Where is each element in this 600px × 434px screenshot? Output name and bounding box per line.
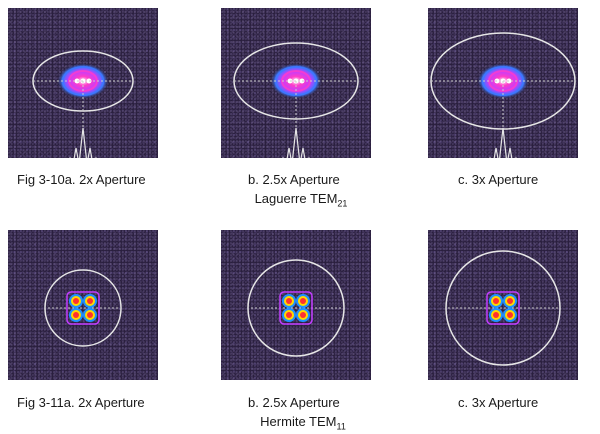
caption-fig-3-11a: Fig 3-11a. 2x Aperture [17, 395, 145, 410]
intensity-profile [69, 127, 97, 158]
hermite-2p5x-svg [247, 259, 345, 357]
subtitle-laguerre: Laguerre TEM21 [254, 191, 348, 209]
laguerre-2p5x-svg [233, 42, 359, 158]
hermite-3x-svg [445, 250, 561, 366]
caption-fig-3-10a: Fig 3-10a. 2x Aperture [17, 172, 146, 187]
caption-fig-3-10b: b. 2.5x Aperture [248, 172, 340, 187]
subtitle-hermite: Hermite TEM11 [260, 414, 346, 432]
aperture-ring [44, 269, 122, 347]
caption-fig-3-11c: c. 3x Aperture [458, 395, 539, 410]
hermite-2p5x-aperture-plot [221, 230, 371, 380]
caption-fig-3-11b: b. 2.5x Aperture [248, 395, 340, 410]
hermite-mode-pattern [486, 291, 520, 325]
hermite-mode-pattern [279, 291, 313, 325]
laguerre-3x-svg [430, 32, 576, 158]
aperture-ring [445, 250, 561, 366]
caption-fig-3-10c: c. 3x Aperture [458, 172, 539, 187]
hermite-2x-svg [44, 269, 122, 347]
laguerre-3x-aperture-plot [428, 8, 578, 158]
aperture-ring [247, 259, 345, 357]
laguerre-2x-svg [32, 50, 134, 158]
laguerre-2p5x-aperture-plot [221, 8, 371, 158]
laguerre-2x-aperture-plot [8, 8, 158, 158]
intensity-profile [282, 127, 310, 158]
intensity-profile [489, 127, 517, 158]
hermite-2x-aperture-plot [8, 230, 158, 380]
hermite-mode-pattern [66, 291, 100, 325]
hermite-3x-aperture-plot [428, 230, 578, 380]
